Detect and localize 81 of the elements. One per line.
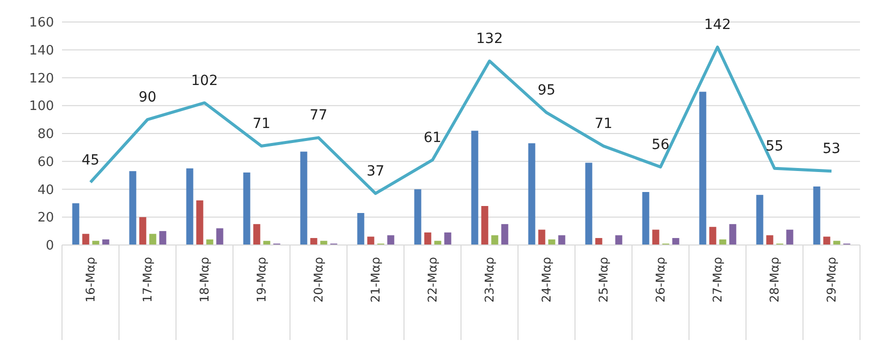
- x-tick-label: 18-Μαρ: [198, 257, 212, 302]
- data-label: 102: [191, 72, 218, 89]
- bar: [149, 234, 156, 245]
- bar: [444, 232, 452, 245]
- x-tick-label: 27-Μαρ: [710, 257, 724, 302]
- bar: [139, 217, 146, 245]
- y-tick-label: 60: [37, 154, 54, 170]
- bar: [756, 194, 764, 245]
- bar: [729, 224, 736, 245]
- x-tick-label: 29-Μαρ: [824, 257, 838, 302]
- bar: [501, 224, 508, 245]
- data-label: 55: [766, 138, 784, 154]
- data-label: 53: [822, 141, 840, 158]
- x-tick-label: 26-Μαρ: [654, 257, 668, 302]
- data-label: 61: [424, 130, 442, 146]
- bar: [367, 236, 374, 245]
- bar: [72, 203, 80, 245]
- bar: [424, 232, 432, 245]
- bar: [243, 172, 250, 245]
- bar: [813, 186, 820, 245]
- bar: [129, 171, 136, 245]
- bar: [538, 230, 546, 245]
- data-label: 56: [652, 136, 670, 153]
- bar: [387, 235, 394, 245]
- x-tick-label: 23-Μαρ: [482, 257, 496, 302]
- bar: [159, 231, 166, 245]
- bar: [310, 238, 318, 245]
- bar: [672, 238, 680, 245]
- bar: [699, 92, 706, 245]
- x-tick-label: 24-Μαρ: [540, 257, 554, 302]
- bar: [82, 234, 90, 245]
- bar: [528, 143, 536, 245]
- bar: [766, 235, 774, 245]
- bar: [481, 206, 488, 245]
- y-tick-label: 80: [37, 127, 54, 142]
- bar: [206, 239, 214, 245]
- y-tick-label: 140: [29, 43, 54, 58]
- x-tick-label: 16-Μαρ: [84, 257, 98, 302]
- bar: [357, 212, 364, 245]
- bar: [253, 224, 260, 245]
- bar: [719, 239, 726, 245]
- y-tick-label: 120: [29, 71, 54, 86]
- x-tick-label: 21-Μαρ: [368, 257, 382, 302]
- bar: [595, 238, 602, 245]
- data-label: 142: [704, 17, 731, 34]
- bar: [186, 168, 194, 245]
- x-tick-label: 22-Μαρ: [426, 257, 440, 302]
- bar: [471, 130, 478, 245]
- y-tick-label: 100: [29, 99, 54, 114]
- data-label: 132: [476, 31, 503, 48]
- data-label: 45: [82, 152, 100, 168]
- y-tick-label: 40: [37, 182, 54, 198]
- bar: [558, 235, 566, 245]
- bar: [585, 162, 592, 245]
- y-tick-label: 20: [37, 210, 54, 226]
- x-tick-label: 25-Μαρ: [596, 257, 610, 302]
- data-label: 37: [366, 163, 384, 180]
- data-label: 71: [252, 116, 270, 132]
- bar: [548, 239, 556, 245]
- x-tick-label: 19-Μαρ: [254, 257, 268, 302]
- bar: [491, 235, 498, 245]
- bar: [196, 200, 204, 245]
- bar: [615, 235, 622, 245]
- data-label: 77: [310, 108, 328, 124]
- x-tick-label: 28-Μαρ: [768, 257, 782, 302]
- bar: [823, 236, 830, 245]
- bar: [102, 239, 110, 245]
- bar: [642, 192, 650, 245]
- bar: [414, 189, 422, 245]
- data-label: 90: [138, 90, 156, 106]
- bar: [216, 228, 224, 245]
- y-tick-label: 160: [29, 16, 54, 31]
- bar: [709, 226, 716, 245]
- y-tick-label: 0: [46, 238, 54, 254]
- data-label: 71: [594, 116, 612, 132]
- bar: [652, 230, 660, 245]
- x-tick-label: 20-Μαρ: [312, 257, 326, 302]
- x-tick-label: 17-Μαρ: [140, 257, 154, 302]
- data-label: 95: [538, 82, 556, 99]
- bar: [786, 230, 794, 245]
- bar: [300, 152, 308, 245]
